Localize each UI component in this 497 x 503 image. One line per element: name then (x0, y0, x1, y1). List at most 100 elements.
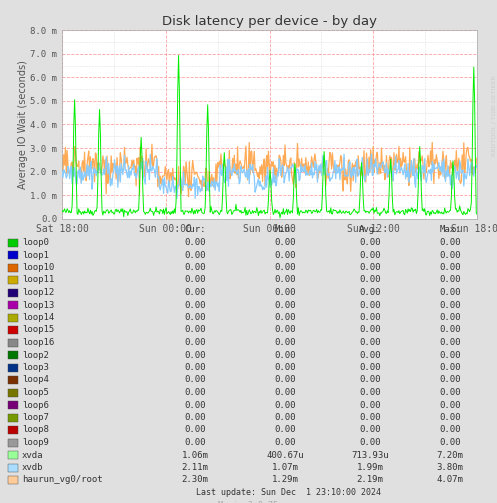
Text: 0.00: 0.00 (184, 351, 206, 360)
Text: 0.00: 0.00 (184, 438, 206, 447)
Text: 0.00: 0.00 (359, 288, 381, 297)
Text: 0.00: 0.00 (274, 351, 296, 360)
Text: Max:: Max: (439, 225, 461, 234)
Text: Cur:: Cur: (184, 225, 206, 234)
Text: 0.00: 0.00 (439, 388, 461, 397)
Text: 0.00: 0.00 (439, 313, 461, 322)
Text: loop7: loop7 (22, 413, 49, 422)
Text: 0.00: 0.00 (359, 300, 381, 309)
Text: 0.00: 0.00 (359, 313, 381, 322)
Text: 400.67u: 400.67u (266, 451, 304, 460)
Text: 0.00: 0.00 (274, 288, 296, 297)
Text: 0.00: 0.00 (184, 400, 206, 409)
Text: 0.00: 0.00 (359, 388, 381, 397)
Text: loop5: loop5 (22, 388, 49, 397)
Text: 0.00: 0.00 (184, 376, 206, 384)
Text: xvdb: xvdb (22, 463, 44, 472)
Text: 0.00: 0.00 (184, 313, 206, 322)
Text: 0.00: 0.00 (439, 338, 461, 347)
Text: 0.00: 0.00 (274, 325, 296, 334)
Text: 713.93u: 713.93u (351, 451, 389, 460)
Text: loop10: loop10 (22, 263, 54, 272)
Text: Munin 2.0.75: Munin 2.0.75 (219, 500, 278, 503)
Text: 0.00: 0.00 (274, 388, 296, 397)
Text: loop9: loop9 (22, 438, 49, 447)
Text: 0.00: 0.00 (359, 400, 381, 409)
Text: loop2: loop2 (22, 351, 49, 360)
Text: 0.00: 0.00 (439, 300, 461, 309)
Text: 0.00: 0.00 (439, 288, 461, 297)
Text: xvda: xvda (22, 451, 44, 460)
Text: loop3: loop3 (22, 363, 49, 372)
Text: 0.00: 0.00 (439, 351, 461, 360)
Text: 0.00: 0.00 (274, 238, 296, 247)
Text: 0.00: 0.00 (274, 300, 296, 309)
Text: 0.00: 0.00 (274, 313, 296, 322)
Text: 0.00: 0.00 (359, 351, 381, 360)
Text: 0.00: 0.00 (184, 250, 206, 260)
Title: Disk latency per device - by day: Disk latency per device - by day (162, 15, 377, 28)
Text: 0.00: 0.00 (359, 363, 381, 372)
Text: 0.00: 0.00 (359, 276, 381, 285)
Text: 0.00: 0.00 (359, 250, 381, 260)
Text: 0.00: 0.00 (439, 400, 461, 409)
Text: loop16: loop16 (22, 338, 54, 347)
Text: 0.00: 0.00 (359, 413, 381, 422)
Text: 0.00: 0.00 (274, 426, 296, 435)
Text: 0.00: 0.00 (184, 288, 206, 297)
Text: 0.00: 0.00 (359, 325, 381, 334)
Text: 0.00: 0.00 (184, 238, 206, 247)
Text: Min:: Min: (274, 225, 296, 234)
Text: 0.00: 0.00 (439, 250, 461, 260)
Text: 0.00: 0.00 (439, 325, 461, 334)
Text: loop13: loop13 (22, 300, 54, 309)
Text: 0.00: 0.00 (274, 376, 296, 384)
Text: 0.00: 0.00 (184, 276, 206, 285)
Text: 0.00: 0.00 (359, 426, 381, 435)
Text: Last update: Sun Dec  1 23:10:00 2024: Last update: Sun Dec 1 23:10:00 2024 (196, 488, 381, 497)
Text: 0.00: 0.00 (274, 413, 296, 422)
Text: 0.00: 0.00 (184, 263, 206, 272)
Text: 3.80m: 3.80m (436, 463, 463, 472)
Text: 0.00: 0.00 (439, 263, 461, 272)
Text: loop14: loop14 (22, 313, 54, 322)
Text: 0.00: 0.00 (359, 438, 381, 447)
Text: loop11: loop11 (22, 276, 54, 285)
Text: 0.00: 0.00 (274, 363, 296, 372)
Text: 0.00: 0.00 (439, 438, 461, 447)
Text: haurun_vg0/root: haurun_vg0/root (22, 475, 102, 484)
Text: 1.06m: 1.06m (181, 451, 208, 460)
Text: 7.20m: 7.20m (436, 451, 463, 460)
Text: loop0: loop0 (22, 238, 49, 247)
Text: 1.29m: 1.29m (271, 475, 298, 484)
Text: 0.00: 0.00 (359, 263, 381, 272)
Text: 0.00: 0.00 (184, 413, 206, 422)
Text: 0.00: 0.00 (439, 413, 461, 422)
Text: loop1: loop1 (22, 250, 49, 260)
Text: 0.00: 0.00 (274, 400, 296, 409)
Text: 0.00: 0.00 (274, 250, 296, 260)
Text: 0.00: 0.00 (184, 300, 206, 309)
Text: 4.07m: 4.07m (436, 475, 463, 484)
Text: 0.00: 0.00 (439, 426, 461, 435)
Text: RRDTOOL / TOBI OETIKER: RRDTOOL / TOBI OETIKER (491, 75, 496, 156)
Text: 0.00: 0.00 (439, 276, 461, 285)
Text: loop6: loop6 (22, 400, 49, 409)
Text: loop15: loop15 (22, 325, 54, 334)
Text: 0.00: 0.00 (274, 263, 296, 272)
Text: 0.00: 0.00 (184, 426, 206, 435)
Text: 1.07m: 1.07m (271, 463, 298, 472)
Text: loop8: loop8 (22, 426, 49, 435)
Text: 2.11m: 2.11m (181, 463, 208, 472)
Text: 0.00: 0.00 (274, 338, 296, 347)
Text: 0.00: 0.00 (359, 338, 381, 347)
Text: Avg:: Avg: (359, 225, 381, 234)
Text: 0.00: 0.00 (184, 363, 206, 372)
Text: loop4: loop4 (22, 376, 49, 384)
Y-axis label: Average IO Wait (seconds): Average IO Wait (seconds) (17, 60, 28, 189)
Text: 0.00: 0.00 (184, 325, 206, 334)
Text: 0.00: 0.00 (439, 238, 461, 247)
Text: 0.00: 0.00 (184, 388, 206, 397)
Text: 0.00: 0.00 (439, 376, 461, 384)
Text: 0.00: 0.00 (274, 276, 296, 285)
